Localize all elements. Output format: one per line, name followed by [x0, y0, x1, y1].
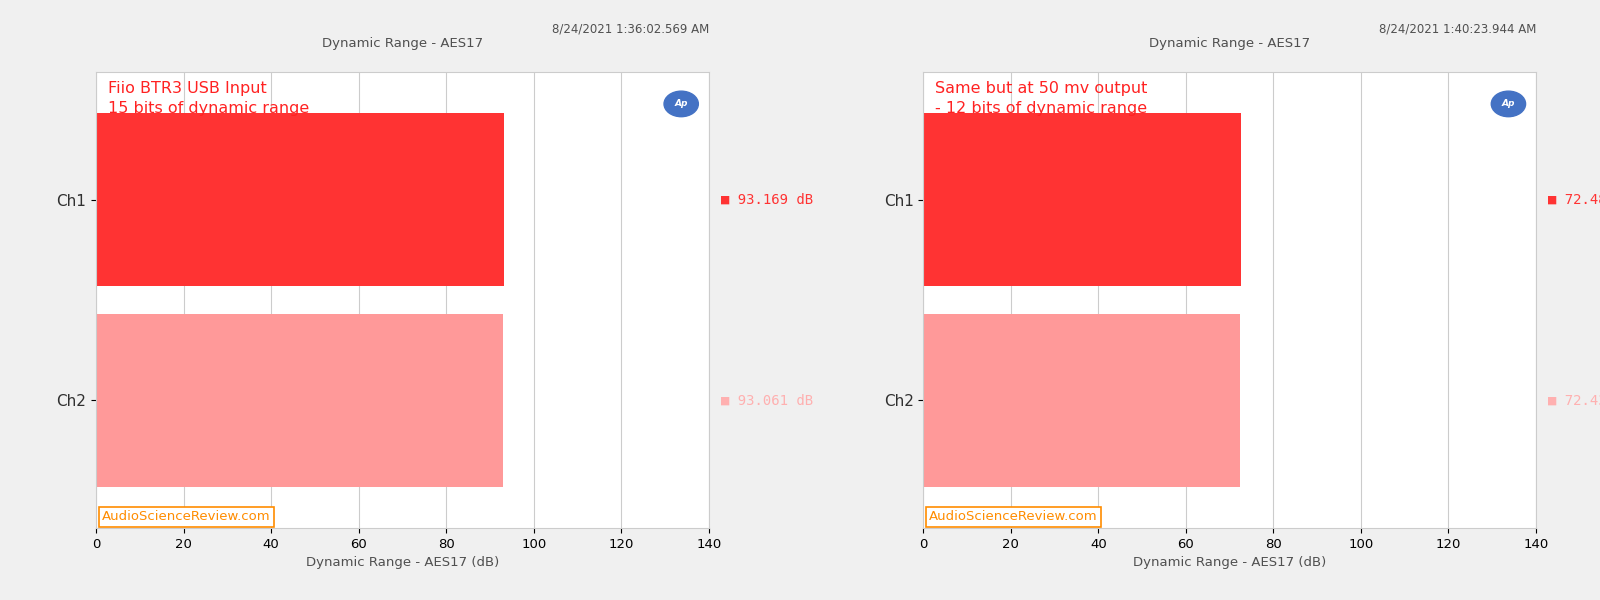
Text: ■ 93.169 dB: ■ 93.169 dB	[722, 193, 813, 206]
Text: AudioScienceReview.com: AudioScienceReview.com	[930, 511, 1098, 523]
X-axis label: Dynamic Range - AES17 (dB): Dynamic Range - AES17 (dB)	[1133, 556, 1326, 569]
Text: Fiio BTR3 USB Input
15 bits of dynamic range: Fiio BTR3 USB Input 15 bits of dynamic r…	[109, 81, 309, 116]
Text: 8/24/2021 1:36:02.569 AM: 8/24/2021 1:36:02.569 AM	[552, 23, 709, 35]
Title: Dynamic Range - AES17: Dynamic Range - AES17	[1149, 37, 1310, 50]
Text: ■ 72.438 dB: ■ 72.438 dB	[1549, 394, 1600, 407]
X-axis label: Dynamic Range - AES17 (dB): Dynamic Range - AES17 (dB)	[306, 556, 499, 569]
Text: ■ 93.061 dB: ■ 93.061 dB	[722, 394, 813, 407]
Circle shape	[664, 91, 698, 116]
Text: Ap: Ap	[1502, 100, 1515, 109]
Text: ■ 72.489 dB: ■ 72.489 dB	[1549, 193, 1600, 206]
Bar	[96, 113, 504, 286]
Text: 8/24/2021 1:40:23.944 AM: 8/24/2021 1:40:23.944 AM	[1379, 23, 1536, 35]
Circle shape	[1491, 91, 1525, 116]
Bar	[96, 314, 504, 487]
Bar	[923, 113, 1240, 286]
Bar	[923, 314, 1240, 487]
Text: Ap: Ap	[675, 100, 688, 109]
Text: AudioScienceReview.com: AudioScienceReview.com	[102, 511, 270, 523]
Title: Dynamic Range - AES17: Dynamic Range - AES17	[322, 37, 483, 50]
Text: Same but at 50 mv output
- 12 bits of dynamic range: Same but at 50 mv output - 12 bits of dy…	[936, 81, 1147, 116]
